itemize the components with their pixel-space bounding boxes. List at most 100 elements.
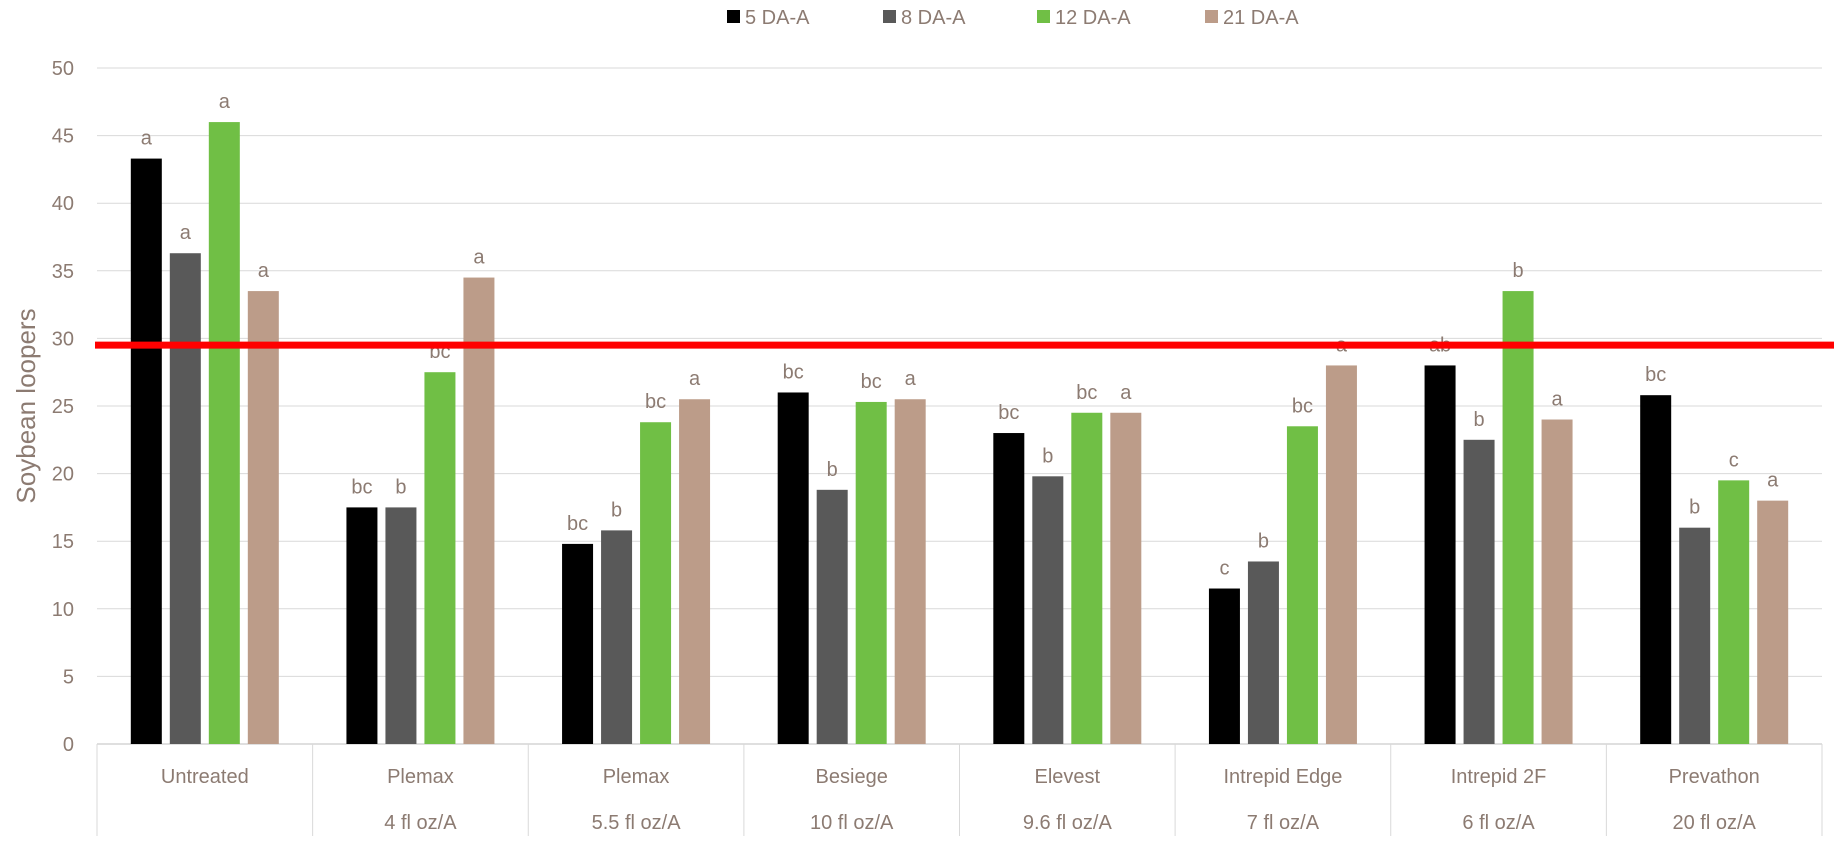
bar-data-label: a — [219, 91, 231, 113]
bar — [1286, 426, 1318, 744]
bar — [385, 507, 417, 744]
bar-data-label: a — [905, 368, 917, 390]
bar — [993, 433, 1025, 744]
x-category-rate-label: 20 fl oz/A — [1672, 812, 1756, 834]
bar — [130, 158, 162, 745]
bar-data-label: b — [1474, 409, 1485, 431]
bar — [1424, 365, 1456, 744]
x-category-label: Prevathon — [1669, 766, 1760, 788]
bar-data-label: a — [689, 368, 701, 390]
bar-data-label: bc — [1292, 395, 1313, 417]
bar — [1071, 412, 1103, 744]
bar-data-label: c — [1219, 558, 1229, 580]
legend-swatch — [727, 10, 740, 23]
bar-data-label: c — [1729, 449, 1739, 471]
y-axis-ticks: 0 5 10 15 20 25 30 35 40 45 50 — [52, 58, 74, 756]
x-category-rate-label: 6 fl oz/A — [1462, 812, 1535, 834]
bar-data-label: a — [258, 260, 270, 282]
gridlines — [97, 67, 1822, 745]
bar-data-label: a — [1767, 470, 1779, 492]
bar — [777, 392, 809, 744]
y-axis-label: Soybean loopers — [11, 308, 41, 503]
legend-label: 5 DA-A — [745, 7, 810, 29]
x-category-rate-label: 10 fl oz/A — [810, 812, 894, 834]
bar-data-label: b — [827, 459, 838, 481]
bar-data-label: bc — [351, 476, 372, 498]
y-tick-label: 40 — [52, 193, 74, 215]
legend-label: 12 DA-A — [1055, 7, 1131, 29]
y-tick-label: 25 — [52, 396, 74, 418]
y-tick-label: 35 — [52, 261, 74, 283]
bar — [208, 122, 240, 744]
y-tick-label: 10 — [52, 599, 74, 621]
bar-data-label: b — [1258, 530, 1269, 552]
bar — [1463, 439, 1495, 744]
bar — [601, 530, 633, 744]
x-category-label: Plemax — [387, 766, 454, 788]
legend-swatch — [1205, 10, 1218, 23]
bar — [1110, 412, 1142, 744]
bar — [1757, 500, 1789, 744]
bar — [1502, 291, 1534, 744]
x-category-label: Plemax — [603, 766, 670, 788]
bar-data-label: a — [1120, 382, 1132, 404]
bar — [855, 401, 887, 744]
x-category-label: Intrepid Edge — [1223, 766, 1342, 788]
bar-labels: aaaabcbbcabcbbcabcbbcabcbbcacbbcaabbbabc… — [141, 91, 1779, 579]
y-tick-label: 0 — [63, 734, 74, 756]
legend-swatch — [1037, 10, 1050, 23]
bar — [1325, 365, 1357, 744]
y-tick-label: 45 — [52, 126, 74, 148]
legend-label: 8 DA-A — [901, 7, 966, 29]
x-category-rate-label: 4 fl oz/A — [384, 812, 457, 834]
legend-label: 21 DA-A — [1223, 7, 1299, 29]
bar-data-label: bc — [1076, 382, 1097, 404]
x-category-rate-label: 5.5 fl oz/A — [592, 812, 682, 834]
x-category-label: Elevest — [1035, 766, 1101, 788]
bar — [247, 291, 279, 744]
bar — [1541, 419, 1573, 744]
bar-data-label: bc — [998, 402, 1019, 424]
bar — [463, 277, 495, 744]
bar — [1208, 588, 1240, 744]
x-category-label: Intrepid 2F — [1451, 766, 1547, 788]
bar-data-label: b — [1689, 497, 1700, 519]
y-tick-label: 20 — [52, 464, 74, 486]
y-tick-label: 15 — [52, 531, 74, 553]
bar-data-label: bc — [783, 361, 804, 383]
bar-data-label: a — [473, 247, 485, 269]
bar-data-label: b — [1042, 445, 1053, 467]
bar — [562, 543, 594, 744]
bar-data-label: b — [611, 499, 622, 521]
bar — [1640, 395, 1672, 744]
y-tick-label: 5 — [63, 666, 74, 688]
bar — [640, 422, 672, 744]
bars — [130, 122, 1789, 745]
bar — [1679, 527, 1711, 744]
bar — [346, 507, 378, 744]
bar — [1247, 561, 1279, 744]
bar-data-label: a — [141, 128, 153, 150]
x-category-label: Untreated — [161, 766, 249, 788]
bar-data-label: bc — [1645, 364, 1666, 386]
x-axis: Untreated Plemax 4 fl oz/A Plemax 5.5 fl oz/… — [96, 744, 1823, 836]
bar-data-label: bc — [645, 391, 666, 413]
bar — [169, 253, 201, 744]
legend: 5 DA-A 8 DA-A 12 DA-A 21 DA-A — [727, 7, 1299, 29]
y-tick-label: 50 — [52, 58, 74, 80]
bar — [816, 489, 848, 744]
bar-data-label: b — [1513, 260, 1524, 282]
x-category-label: Besiege — [816, 766, 888, 788]
bar — [1718, 480, 1750, 744]
bar-data-label: a — [1552, 389, 1564, 411]
bar-data-label: bc — [567, 513, 588, 535]
y-tick-label: 30 — [52, 328, 74, 350]
bar-data-label: bc — [861, 371, 882, 393]
legend-swatch — [883, 10, 896, 23]
x-category-rate-label: 9.6 fl oz/A — [1023, 812, 1113, 834]
bar-data-label: a — [180, 222, 192, 244]
bar — [894, 399, 926, 744]
bar-data-label: b — [395, 476, 406, 498]
